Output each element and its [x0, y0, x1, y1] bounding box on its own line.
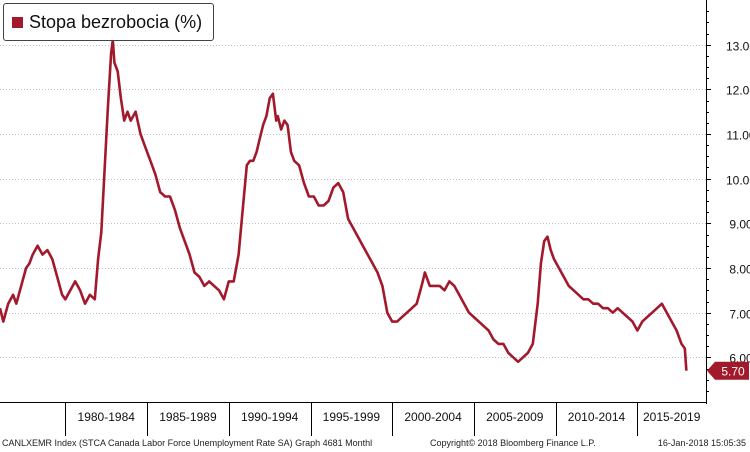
grid-lines	[0, 45, 706, 358]
footer-timestamp: 16-Jan-2018 15:05:35	[657, 438, 746, 448]
x-period-label: 1990-1994	[241, 410, 299, 424]
x-period-label: 2000-2004	[404, 410, 462, 424]
legend: Stopa bezrobocia (%)	[3, 3, 214, 41]
series-layer	[0, 38, 688, 371]
legend-label: Stopa bezrobocia (%)	[29, 11, 203, 32]
x-period-label: 2005-2009	[486, 410, 544, 424]
y-tick-label: 13.00	[726, 40, 750, 54]
y-tick-label: 8.00	[729, 263, 750, 277]
x-period-label: 1985-1989	[159, 410, 217, 424]
footer-copyright: Copyright© 2018 Bloomberg Finance L.P.	[430, 438, 596, 448]
y-tick-label: 7.00	[729, 308, 750, 322]
series-line-unemployment	[0, 38, 688, 371]
y-tick-label: 12.00	[726, 84, 750, 98]
y-tick-label: 10.00	[726, 174, 750, 188]
footer-source: CANLXEMR Index (STCA Canada Labor Force …	[2, 438, 373, 448]
last-value-label: 5.70	[721, 365, 745, 379]
x-period-label: 1980-1984	[78, 410, 136, 424]
legend-swatch	[12, 16, 23, 28]
y-tick-label: 9.00	[729, 218, 750, 232]
last-value-badge	[707, 361, 749, 380]
x-period-label: 1995-1999	[323, 410, 381, 424]
x-axis: 1980-1984 1985-1989 1990-1994 1995-1999 2000…	[0, 402, 706, 436]
x-period-label: 2010-2014	[568, 410, 626, 424]
x-period-label: 2015-2019	[643, 410, 701, 424]
y-tick-label: 11.00	[726, 129, 750, 143]
last-value-layer: 5.70	[707, 361, 749, 380]
